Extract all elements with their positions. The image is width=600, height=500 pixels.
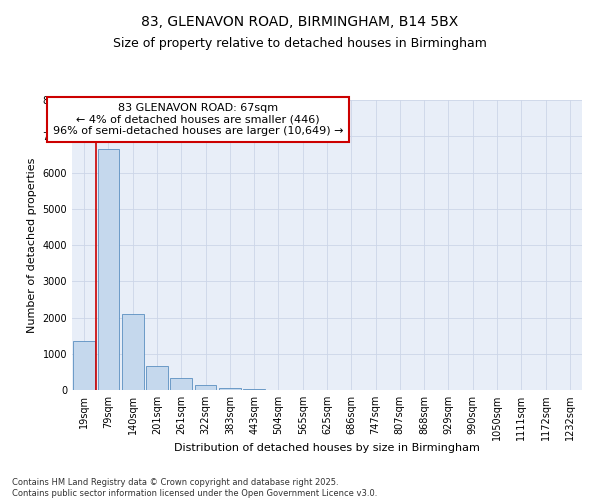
Bar [194, 384, 217, 390]
Y-axis label: Number of detached properties: Number of detached properties [27, 158, 37, 332]
Bar [146, 366, 168, 390]
Bar [73, 341, 95, 390]
Bar [170, 378, 192, 390]
Bar [219, 388, 241, 390]
Text: 83, GLENAVON ROAD, BIRMINGHAM, B14 5BX: 83, GLENAVON ROAD, BIRMINGHAM, B14 5BX [142, 15, 458, 29]
Bar [122, 314, 143, 390]
Bar [97, 149, 119, 390]
Text: Size of property relative to detached houses in Birmingham: Size of property relative to detached ho… [113, 38, 487, 51]
Text: 83 GLENAVON ROAD: 67sqm
← 4% of detached houses are smaller (446)
96% of semi-de: 83 GLENAVON ROAD: 67sqm ← 4% of detached… [53, 103, 344, 136]
Text: Contains HM Land Registry data © Crown copyright and database right 2025.
Contai: Contains HM Land Registry data © Crown c… [12, 478, 377, 498]
X-axis label: Distribution of detached houses by size in Birmingham: Distribution of detached houses by size … [174, 443, 480, 453]
